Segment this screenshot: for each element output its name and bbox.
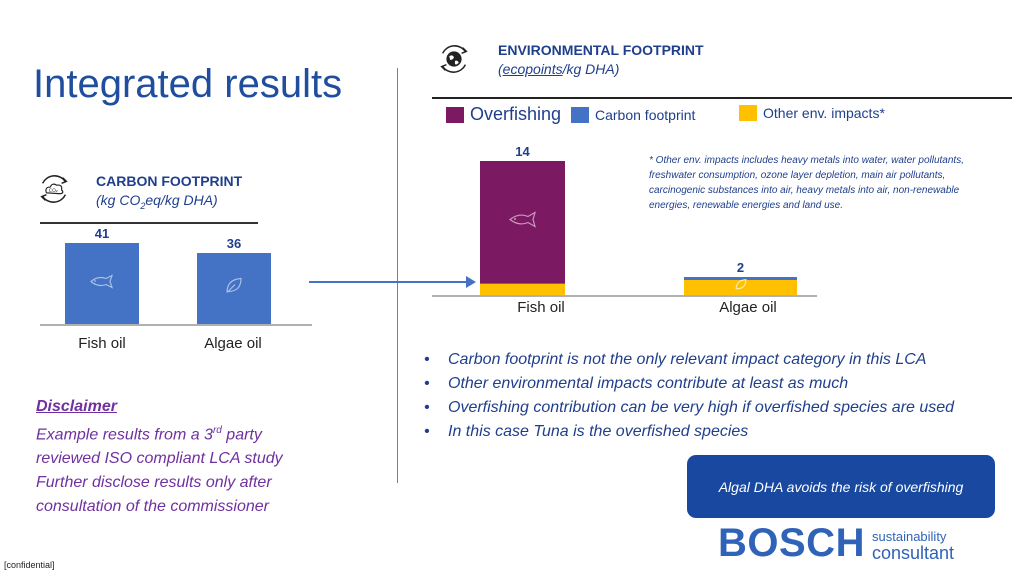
disclaimer-line: consultation of the commissioner — [36, 498, 269, 516]
confidential-footer: [confidential] — [4, 560, 55, 570]
carbon-category-fish-oil: Fish oil — [78, 335, 126, 352]
disclaimer-line: reviewed ISO compliant LCA study — [36, 450, 283, 468]
environmental-footprint-heading: ENVIRONMENTAL FOOTPRINT — [498, 42, 704, 58]
legend-item-overfishing: Overfishing — [446, 104, 561, 125]
carbon-bar-algae-oil — [197, 252, 271, 324]
key-findings-list: Carbon footprint is not the only relevan… — [424, 348, 954, 444]
list-item: Overfishing contribution can be very hig… — [424, 396, 954, 420]
svg-text:CO₂: CO₂ — [49, 188, 58, 194]
co2-cloud-cycle-icon: CO₂ — [35, 170, 73, 208]
disclaimer-heading: Disclaimer — [36, 398, 117, 415]
environmental-footprint-unit: (ecopoints/kg DHA) — [498, 61, 620, 77]
env-total-label-algae-oil: 2 — [736, 260, 745, 276]
overfishing-callout-box: Algal DHA avoids the risk of overfishing — [687, 455, 995, 518]
env-segment-algae-oil-other — [684, 278, 797, 297]
globe-cycle-icon — [435, 40, 473, 78]
list-item: Other environmental impacts contribute a… — [424, 372, 954, 396]
disclaimer-line: Example results from a 3rd party — [36, 425, 262, 444]
env-bar-fish-oil — [480, 161, 565, 295]
carbon-chart-baseline — [40, 324, 312, 326]
logo-sub-consultant: consultant — [872, 543, 955, 563]
carbon-value-label-fish-oil: 41 — [94, 226, 110, 241]
connector-arrow-head — [466, 276, 476, 288]
legend-swatch-overfishing — [446, 106, 464, 123]
env-segment-fish-oil-overfishing — [480, 161, 565, 284]
env-bar-algae-oil — [684, 277, 797, 295]
env-chart-baseline — [432, 295, 817, 297]
bosch-logo-word: BOSCH — [718, 521, 865, 565]
legend-item-other-impacts: Other env. impacts* — [739, 105, 885, 121]
leaf-icon — [734, 278, 748, 297]
legend-item-carbon-footprint: Carbon footprint — [571, 107, 695, 123]
env-total-label-fish-oil: 14 — [515, 144, 530, 159]
list-item: Carbon footprint is not the only relevan… — [424, 348, 954, 372]
disclaimer-block: Disclaimer Example results from a 3rd pa… — [36, 395, 283, 519]
connector-arrow-line — [309, 281, 469, 283]
carbon-header-rule — [40, 222, 258, 224]
vertical-divider — [397, 68, 398, 483]
logo-sub-sustainability: sustainability — [872, 529, 947, 544]
legend-swatch-carbon-footprint — [571, 107, 589, 123]
fish-icon — [507, 211, 539, 233]
list-item: In this case Tuna is the overfished spec… — [424, 420, 954, 444]
disclaimer-line: Further disclose results only after — [36, 474, 272, 492]
env-segment-algae-oil-carbon — [684, 277, 797, 280]
carbon-bar-fish-oil — [65, 243, 139, 324]
fish-icon — [88, 273, 116, 293]
env-category-fish-oil: Fish oil — [517, 299, 565, 316]
carbon-value-label-algae-oil: 36 — [226, 235, 242, 251]
legend-rule — [432, 97, 1012, 99]
callout-text: Algal DHA avoids the risk of overfishing — [718, 478, 964, 495]
other-impacts-footnote: * Other env. impacts includes heavy meta… — [649, 155, 964, 211]
leaf-icon — [224, 276, 244, 301]
env-segment-fish-oil-other — [480, 283, 565, 295]
carbon-footprint-unit: (kg CO2eq/kg DHA) — [96, 192, 218, 211]
carbon-footprint-heading: CARBON FOOTPRINT — [96, 173, 243, 189]
slide-title: Integrated results — [33, 62, 343, 106]
legend-swatch-other-impacts — [739, 105, 757, 121]
env-category-algae-oil: Algae oil — [719, 299, 777, 316]
carbon-category-algae-oil: Algae oil — [204, 335, 262, 352]
